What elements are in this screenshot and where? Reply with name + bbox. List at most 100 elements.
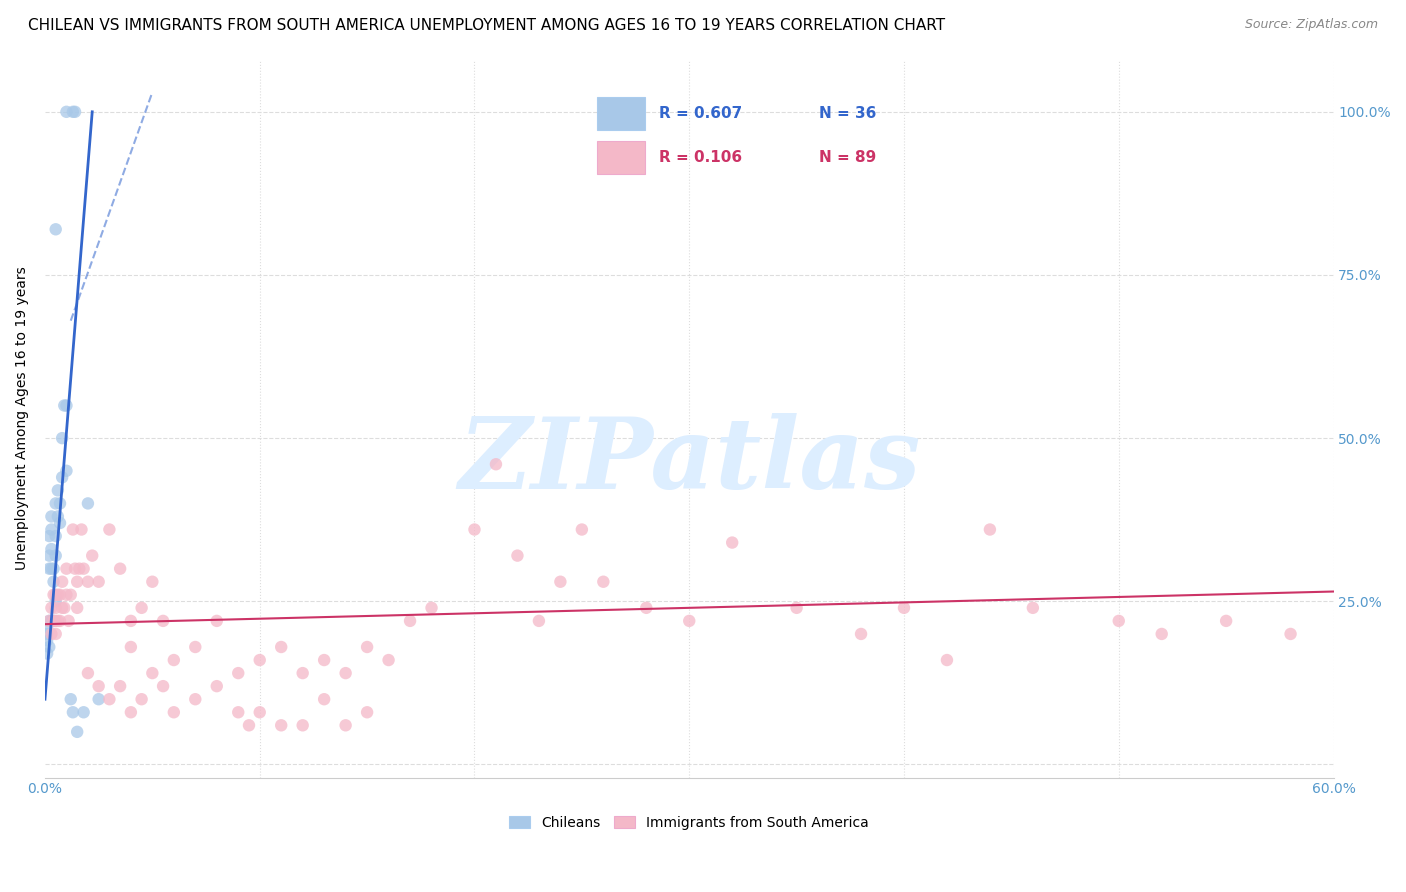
Point [152,614,174,628]
Point [82,549,104,563]
Point [38,529,60,543]
Point [66,600,89,615]
Point [249,653,271,667]
Point [45,600,67,615]
Point [335,718,357,732]
Point [120,614,142,628]
Point [571,523,593,537]
Point [291,718,314,732]
Point [62,706,84,720]
Point [55,588,77,602]
Point [356,640,378,654]
Point [226,666,249,681]
Point [37,647,59,661]
Point [87,679,110,693]
Point [45,594,67,608]
Point [205,679,228,693]
Point [270,640,292,654]
Point [55,464,77,478]
Point [46,614,69,628]
Point [55,104,77,119]
Point [72,562,94,576]
Point [936,653,959,667]
Point [37,627,59,641]
Point [77,496,100,510]
Point [42,614,65,628]
Point [108,679,131,693]
Y-axis label: Unemployment Among Ages 16 to 19 years: Unemployment Among Ages 16 to 19 years [15,267,30,571]
Point [70,523,93,537]
Point [45,627,67,641]
Point [721,535,744,549]
Point [238,718,260,732]
Point [87,574,110,589]
Text: Source: ZipAtlas.com: Source: ZipAtlas.com [1244,18,1378,31]
Point [42,588,65,602]
Point [37,620,59,634]
Point [45,614,67,628]
Point [63,562,86,576]
Point [399,614,422,628]
Point [45,549,67,563]
Text: CHILEAN VS IMMIGRANTS FROM SOUTH AMERICA UNEMPLOYMENT AMONG AGES 16 TO 19 YEARS : CHILEAN VS IMMIGRANTS FROM SOUTH AMERICA… [28,18,945,33]
Point [58,614,80,628]
Point [42,574,65,589]
Point [678,614,700,628]
Point [46,588,69,602]
Point [636,600,658,615]
Point [1022,600,1045,615]
Point [205,614,228,628]
Point [98,692,121,706]
Point [77,666,100,681]
Point [38,562,60,576]
Point [420,600,443,615]
Point [550,574,572,589]
Point [893,600,915,615]
Point [67,562,90,576]
Point [62,523,84,537]
Point [77,574,100,589]
Point [377,653,399,667]
Point [463,523,485,537]
Point [51,600,73,615]
Point [120,640,142,654]
Point [849,627,872,641]
Point [38,614,60,628]
Point [49,496,72,510]
Point [108,562,131,576]
Point [45,529,67,543]
Point [41,523,63,537]
Point [527,614,550,628]
Point [592,574,614,589]
Point [98,523,121,537]
Point [163,653,186,667]
Point [49,516,72,530]
Point [226,706,249,720]
Point [59,588,82,602]
Point [59,692,82,706]
Point [184,640,207,654]
Point [46,509,69,524]
Point [45,496,67,510]
Point [45,588,67,602]
Point [506,549,529,563]
Point [49,614,72,628]
Point [66,574,89,589]
Point [356,706,378,720]
Point [270,718,292,732]
Point [314,692,336,706]
Point [163,706,186,720]
Point [45,222,67,236]
Point [335,666,357,681]
Point [1279,627,1302,641]
Point [38,549,60,563]
Point [1150,627,1173,641]
Point [41,614,63,628]
Point [63,104,86,119]
Point [38,614,60,628]
Point [53,399,76,413]
Point [37,633,59,648]
Point [184,692,207,706]
Point [87,692,110,706]
Point [1108,614,1130,628]
